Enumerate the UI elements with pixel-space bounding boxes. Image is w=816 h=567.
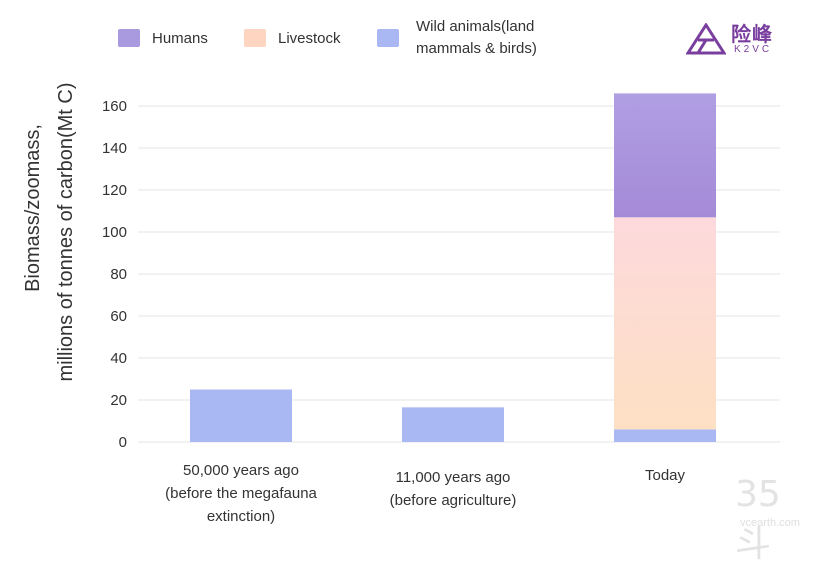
legend-swatch-wild [377, 29, 399, 47]
watermark-url: vcearth.com [740, 517, 800, 529]
chart: 0 20 40 60 80 100 120 140 160 Biomass/zoomass, m… [22, 82, 780, 451]
y-tick-label: 100 [102, 224, 127, 241]
bars [190, 93, 716, 442]
y-tick-label: 20 [110, 392, 127, 409]
y-axis-title: Biomass/zoomass, millions of tonnes of c… [22, 82, 77, 381]
x-label-50000-line3: extinction) [206, 508, 276, 525]
x-label-11000-line2: (before agriculture) [389, 492, 517, 509]
x-label-11000: 11,000 years ago (before agriculture) [353, 466, 553, 512]
bar-wild-animals-3 [614, 429, 716, 442]
logo-chinese-text: 险峰 [731, 22, 773, 46]
x-label-50000: 50,000 years ago (before the megafauna e… [141, 459, 341, 528]
y-tick-label: 120 [102, 182, 127, 199]
legend-swatch-humans [118, 29, 140, 47]
y-tick-label: 160 [102, 98, 127, 115]
y-tick-label: 60 [110, 308, 127, 325]
k2vc-logo-icon [686, 23, 726, 55]
y-tick-label: 40 [110, 350, 127, 367]
legend-swatch-livestock [244, 29, 266, 47]
x-label-50000-line2: (before the megafauna [165, 485, 317, 502]
bar-wild-animals-2 [402, 407, 504, 442]
bar-humans-3 [614, 93, 716, 218]
y-axis-title-line1: Biomass/zoomass, [22, 124, 44, 292]
legend-label-livestock: Livestock [278, 30, 341, 47]
legend-label-wild-line2: mammals & birds) [416, 40, 537, 57]
logo-english-text: K2VC [734, 44, 773, 55]
y-tick-label: 140 [102, 140, 127, 157]
x-label-11000-line1: 11,000 years ago [395, 469, 511, 486]
bar-livestock-3 [614, 217, 716, 430]
y-tick-label: 0 [119, 434, 127, 451]
y-axis-ticks: 0 20 40 60 80 100 120 140 160 [102, 98, 127, 451]
legend-label-humans: Humans [152, 30, 208, 47]
x-label-today-line1: Today [644, 467, 686, 484]
x-label-today: Today [565, 464, 765, 487]
y-tick-label: 80 [110, 266, 127, 283]
legend-label-wild-line1: Wild animals(land [416, 18, 535, 35]
x-label-50000-line1: 50,000 years ago [183, 462, 299, 479]
bar-wild-animals-1 [190, 389, 292, 442]
y-axis-title-line2: millions of tonnes of carbon(Mt C) [55, 82, 77, 381]
